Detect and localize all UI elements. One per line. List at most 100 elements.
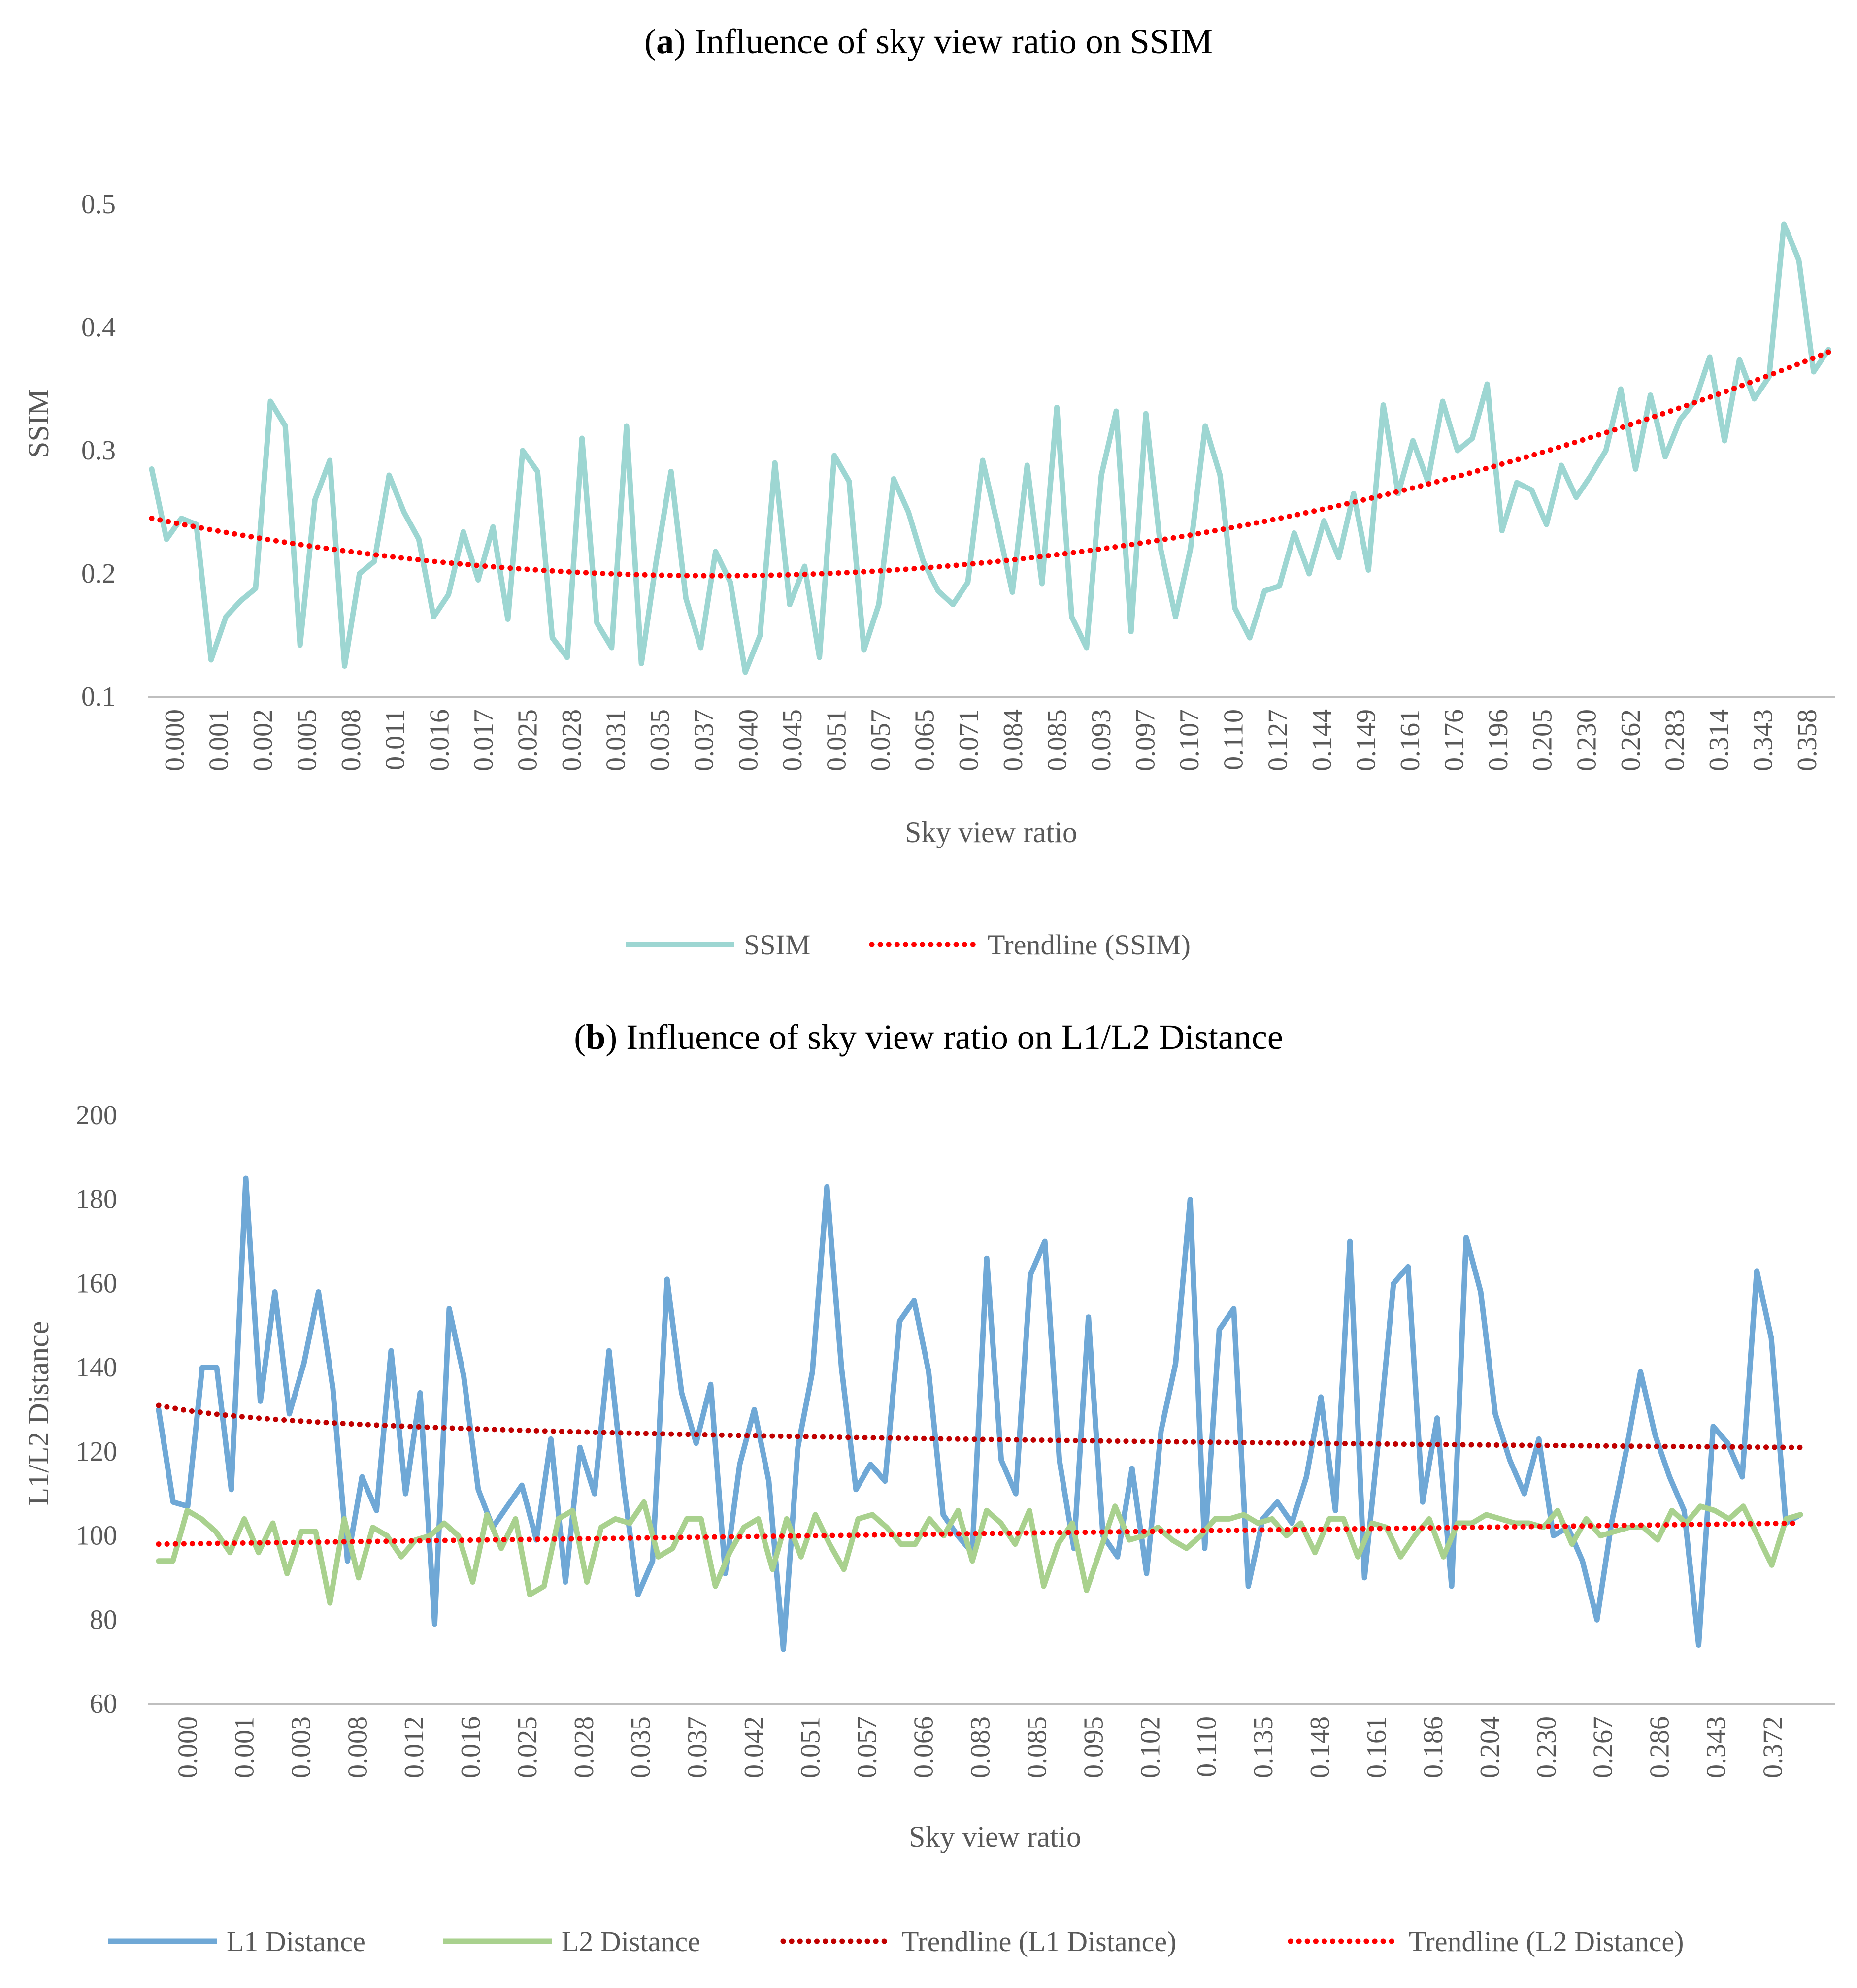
x-tick-label: 0.001 — [229, 1716, 260, 1778]
x-tick-label: 0.031 — [601, 709, 631, 771]
y-tick-label: 80 — [90, 1604, 117, 1635]
x-tick-label: 0.230 — [1571, 709, 1602, 771]
x-tick-label: 0.204 — [1475, 1716, 1505, 1778]
x-tick-label: 0.037 — [689, 709, 720, 771]
x-tick-label: 0.095 — [1078, 1716, 1109, 1778]
x-tick-label: 0.008 — [342, 1716, 373, 1778]
y-tick-label: 0.1 — [81, 682, 116, 712]
x-tick-label: 0.148 — [1305, 1716, 1335, 1778]
chart-a-x-tick-labels: 0.000 0.001 0.002 0.005 0.008 0.011 0.016 0.017… — [160, 709, 1823, 771]
x-tick-label: 0.286 — [1645, 1716, 1675, 1778]
x-tick-label: 0.085 — [1022, 1716, 1052, 1778]
x-tick-label: 0.093 — [1086, 709, 1117, 771]
x-tick-label: 0.057 — [852, 1716, 883, 1778]
x-tick-label: 0.230 — [1531, 1716, 1562, 1778]
x-tick-label: 0.135 — [1248, 1716, 1279, 1778]
x-tick-label: 0.107 — [1174, 709, 1205, 771]
y-tick-label: 160 — [76, 1268, 117, 1299]
x-tick-label: 0.045 — [777, 709, 808, 771]
legend-label-trendline-ssim: Trendline (SSIM) — [988, 929, 1191, 961]
x-tick-label: 0.102 — [1135, 1716, 1165, 1778]
x-tick-label: 0.025 — [512, 1716, 543, 1778]
legend-item-trendline-ssim[interactable]: Trendline (SSIM) — [869, 929, 1191, 961]
x-tick-label: 0.358 — [1792, 709, 1823, 771]
y-tick-label: 0.3 — [81, 435, 116, 466]
x-tick-label: 0.002 — [248, 709, 278, 771]
y-tick-label: 60 — [90, 1689, 117, 1719]
x-tick-label: 0.085 — [1042, 709, 1072, 771]
x-tick-label: 0.110 — [1192, 1716, 1222, 1777]
legend-item-trendline-l2[interactable]: Trendline (L2 Distance) — [1288, 1925, 1684, 1957]
x-tick-label: 0.205 — [1527, 709, 1558, 771]
chart-a-y-axis-title: SSIM — [22, 389, 55, 458]
x-tick-label: 0.097 — [1130, 709, 1161, 771]
legend-item-ssim[interactable]: SSIM — [626, 929, 810, 961]
x-tick-label: 0.372 — [1758, 1716, 1789, 1778]
series-line-l2-distance — [156, 1499, 1803, 1606]
series-line-l1-distance — [156, 1175, 1803, 1652]
x-tick-label: 0.025 — [512, 709, 543, 771]
y-tick-label: 140 — [76, 1352, 117, 1383]
x-tick-label: 0.057 — [865, 709, 896, 771]
x-tick-label: 0.028 — [569, 1716, 599, 1778]
x-tick-label: 0.110 — [1219, 709, 1249, 770]
x-tick-label: 0.011 — [380, 709, 411, 770]
x-tick-label: 0.001 — [203, 709, 234, 771]
x-tick-label: 0.083 — [965, 1716, 996, 1778]
series-line-ssim — [149, 221, 1831, 675]
x-tick-label: 0.314 — [1704, 709, 1734, 771]
x-tick-label: 0.000 — [160, 709, 190, 771]
x-tick-label: 0.012 — [399, 1716, 430, 1778]
chart-b-y-axis-title: L1/L2 Distance — [22, 1321, 55, 1506]
x-tick-label: 0.267 — [1588, 1716, 1619, 1778]
chart-b-y-tick-labels: 60 80 100 120 140 160 180 200 — [76, 1100, 117, 1719]
x-tick-label: 0.176 — [1439, 709, 1470, 771]
y-tick-label: 180 — [76, 1184, 117, 1215]
x-tick-label: 0.161 — [1395, 709, 1426, 771]
chart-a-series — [149, 221, 1831, 675]
chart-b-title: (b) Influence of sky view ratio on L1/L2… — [574, 1017, 1283, 1057]
legend-label-ssim: SSIM — [744, 929, 810, 961]
x-tick-label: 0.005 — [292, 709, 323, 771]
chart-a-x-axis-title: Sky view ratio — [905, 816, 1077, 848]
chart-a-ssim: (a) Influence of sky view ratio on SSIM … — [22, 22, 1835, 961]
x-tick-label: 0.051 — [796, 1716, 826, 1778]
x-tick-label: 0.042 — [739, 1716, 769, 1778]
y-tick-label: 120 — [76, 1436, 117, 1467]
x-tick-label: 0.084 — [998, 709, 1028, 771]
x-tick-label: 0.144 — [1307, 709, 1337, 771]
y-tick-label: 0.5 — [81, 189, 116, 220]
legend-item-trendline-l1[interactable]: Trendline (L1 Distance) — [780, 1925, 1176, 1957]
x-tick-label: 0.283 — [1659, 709, 1690, 771]
x-tick-label: 0.065 — [910, 709, 940, 771]
x-tick-label: 0.051 — [821, 709, 852, 771]
x-tick-label: 0.127 — [1262, 709, 1293, 771]
chart-b-legend: L1 Distance L2 Distance Trendline (L1 Di… — [108, 1925, 1684, 1957]
chart-a-title: (a) Influence of sky view ratio on SSIM — [644, 22, 1213, 61]
legend-label-trendline-l1: Trendline (L1 Distance) — [901, 1925, 1176, 1957]
legend-item-l2[interactable]: L2 Distance — [443, 1925, 700, 1957]
legend-item-l1[interactable]: L1 Distance — [108, 1925, 365, 1957]
x-tick-label: 0.037 — [682, 1716, 713, 1778]
legend-label-l2: L2 Distance — [562, 1925, 700, 1957]
y-tick-label: 0.2 — [81, 558, 116, 589]
x-tick-label: 0.071 — [954, 709, 984, 771]
y-tick-label: 0.4 — [81, 312, 116, 343]
x-tick-label: 0.017 — [468, 709, 499, 771]
x-tick-label: 0.028 — [557, 709, 587, 771]
legend-label-trendline-l2: Trendline (L2 Distance) — [1409, 1925, 1684, 1957]
x-tick-label: 0.040 — [733, 709, 763, 771]
y-tick-label: 100 — [76, 1521, 117, 1551]
chart-b-x-tick-labels: 0.000 0.001 0.003 0.008 0.012 0.016 0.025 0.028… — [172, 1716, 1788, 1778]
x-tick-label: 0.343 — [1748, 709, 1779, 771]
x-tick-label: 0.016 — [424, 709, 455, 771]
x-tick-label: 0.343 — [1701, 1716, 1732, 1778]
x-tick-label: 0.161 — [1361, 1716, 1392, 1778]
chart-a-y-tick-labels: 0.1 0.2 0.3 0.4 0.5 — [81, 189, 116, 712]
x-tick-label: 0.008 — [336, 709, 366, 771]
legend-label-l1: L1 Distance — [227, 1925, 365, 1957]
x-tick-label: 0.066 — [909, 1716, 939, 1778]
x-tick-label: 0.035 — [626, 1716, 656, 1778]
x-tick-label: 0.003 — [286, 1716, 316, 1778]
chart-b-x-axis-title: Sky view ratio — [909, 1821, 1081, 1853]
